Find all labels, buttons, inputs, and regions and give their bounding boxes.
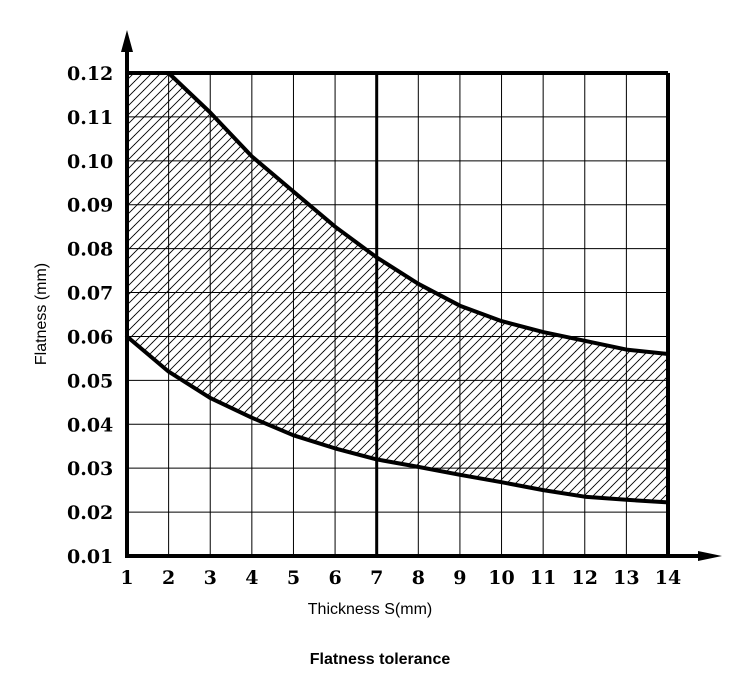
- x-tick-label: 14: [655, 567, 681, 589]
- x-axis-label: Thickness S(mm): [308, 601, 432, 618]
- y-tick-label: 0.08: [67, 239, 113, 261]
- x-tick-labels: 1 2 3 4 5 6 7 8 9 10 11 12 13 14: [120, 567, 681, 589]
- y-tick-label: 0.04: [67, 414, 113, 436]
- y-tick-label: 0.02: [67, 502, 113, 524]
- y-tick-labels: 0.01 0.02 0.03 0.04 0.05 0.06 0.07 0.08 0.09 0.10…: [67, 63, 113, 568]
- y-tick-label: 0.03: [67, 458, 113, 480]
- series-lines: [125, 71, 670, 505]
- x-tick-label: 5: [287, 567, 300, 589]
- y-axis-arrow: [121, 30, 133, 52]
- tolerance-band: [127, 73, 668, 503]
- x-tick-label: 1: [120, 567, 133, 589]
- lower-limit-line: [125, 334, 670, 505]
- x-tick-label: 10: [488, 567, 514, 589]
- y-tick-label: 0.11: [67, 107, 113, 129]
- y-axis-label: Flatness (mm): [33, 263, 50, 365]
- y-tick-label: 0.07: [67, 283, 113, 305]
- chart-title: Flatness tolerance: [310, 651, 451, 668]
- y-tick-label: 0.05: [67, 370, 113, 392]
- x-tick-label: 6: [328, 567, 341, 589]
- x-axis-arrow: [698, 551, 722, 561]
- y-tick-label: 0.10: [67, 151, 113, 173]
- x-tick-label: 7: [370, 567, 383, 589]
- x-tick-label: 11: [530, 567, 556, 589]
- x-tick-label: 12: [572, 567, 598, 589]
- x-tick-label: 9: [453, 567, 466, 589]
- y-tick-label: 0.09: [67, 195, 113, 217]
- x-tick-label: 2: [162, 567, 175, 589]
- x-tick-label: 13: [613, 567, 639, 589]
- y-tick-label: 0.12: [67, 63, 113, 85]
- y-tick-label: 0.06: [67, 326, 113, 348]
- axes: [121, 30, 722, 561]
- hatched-area: [127, 73, 668, 503]
- x-tick-label: 4: [245, 567, 258, 589]
- x-tick-label: 8: [412, 567, 425, 589]
- upper-limit-line: [125, 71, 670, 356]
- y-tick-label: 0.01: [67, 546, 113, 568]
- x-tick-label: 3: [204, 567, 217, 589]
